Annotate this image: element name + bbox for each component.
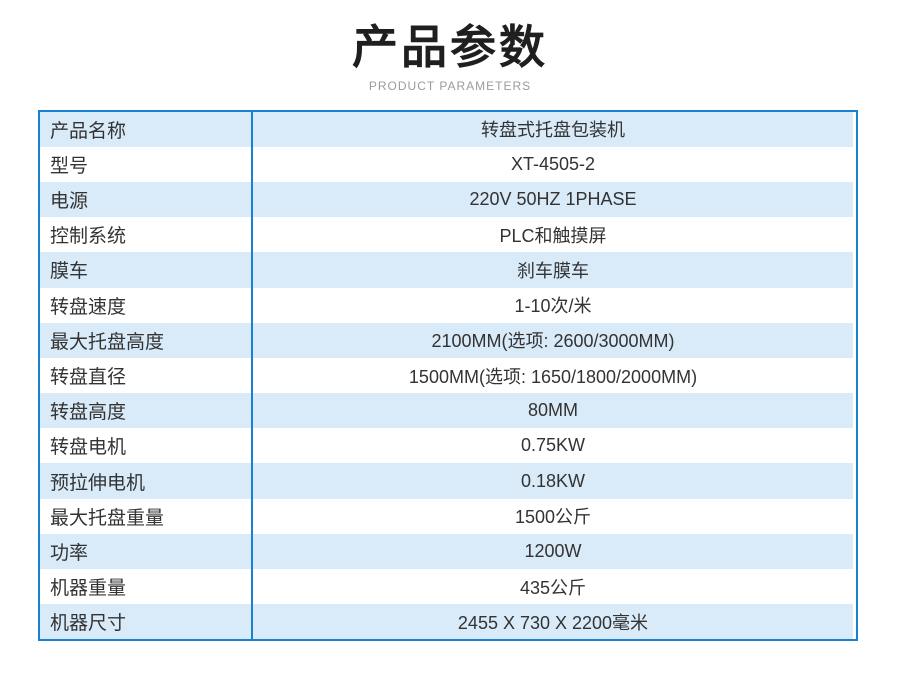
page-title: 产品参数 — [352, 21, 548, 73]
param-label: 功率 — [40, 533, 253, 570]
param-label: 膜车 — [40, 252, 253, 288]
param-label: 电源 — [40, 181, 253, 218]
table-row: 机器重量 435公斤 — [40, 569, 853, 605]
table-row: 转盘电机 0.75KW — [40, 428, 853, 464]
parameters-table-container: 产品名称 转盘式托盘包装机 型号 XT-4505-2 电源 220V 50HZ … — [38, 109, 858, 642]
table-row: 转盘直径 1500MM(选项: 1650/1800/2000MM) — [40, 357, 853, 394]
table-row: 产品名称 转盘式托盘包装机 — [40, 111, 853, 147]
page-header: 产品参数 PRODUCT PARAMETERS — [0, 0, 900, 93]
param-label: 最大托盘高度 — [40, 322, 253, 358]
param-label: 型号 — [40, 146, 253, 182]
table-row: 膜车 刹车膜车 — [40, 252, 853, 288]
table-row: 控制系统 PLC和触摸屏 — [40, 217, 853, 253]
page-subtitle: PRODUCT PARAMETERS — [368, 78, 532, 93]
table-row: 功率 1200W — [40, 533, 853, 570]
table-row: 机器尺寸 2455 X 730 X 2200毫米 — [40, 604, 853, 640]
param-label: 机器重量 — [40, 569, 253, 605]
table-row: 转盘高度 80MM — [40, 393, 853, 429]
param-label: 控制系统 — [40, 217, 253, 253]
param-label: 最大托盘重量 — [40, 498, 253, 534]
param-label: 产品名称 — [40, 111, 253, 147]
param-value: 1500MM(选项: 1650/1800/2000MM) — [252, 357, 853, 394]
param-value: 80MM — [252, 393, 853, 429]
param-label: 转盘高度 — [40, 393, 253, 429]
param-label: 机器尺寸 — [40, 604, 253, 640]
param-value: 435公斤 — [252, 569, 853, 605]
param-value: 0.18KW — [252, 463, 853, 499]
param-value: 2100MM(选项: 2600/3000MM) — [252, 322, 853, 358]
param-value: 0.75KW — [252, 428, 853, 464]
table-row: 预拉伸电机 0.18KW — [40, 463, 853, 499]
param-label: 转盘速度 — [40, 287, 253, 323]
param-value: 1500公斤 — [252, 498, 853, 534]
param-value: XT-4505-2 — [252, 146, 853, 182]
param-value: 1200W — [252, 533, 853, 570]
param-value: 转盘式托盘包装机 — [252, 111, 853, 147]
param-value: 2455 X 730 X 2200毫米 — [252, 604, 853, 640]
param-value: 1-10次/米 — [252, 287, 853, 323]
table-row: 最大托盘重量 1500公斤 — [40, 498, 853, 534]
param-value: 220V 50HZ 1PHASE — [252, 181, 853, 218]
table-row: 电源 220V 50HZ 1PHASE — [40, 181, 853, 218]
table-row: 型号 XT-4505-2 — [40, 146, 853, 182]
param-label: 转盘直径 — [40, 357, 253, 394]
param-label: 预拉伸电机 — [40, 463, 253, 499]
param-label: 转盘电机 — [40, 428, 253, 464]
param-value: 刹车膜车 — [252, 252, 853, 288]
parameters-table: 产品名称 转盘式托盘包装机 型号 XT-4505-2 电源 220V 50HZ … — [40, 111, 853, 640]
param-value: PLC和触摸屏 — [252, 217, 853, 253]
table-row: 转盘速度 1-10次/米 — [40, 287, 853, 323]
table-row: 最大托盘高度 2100MM(选项: 2600/3000MM) — [40, 322, 853, 358]
